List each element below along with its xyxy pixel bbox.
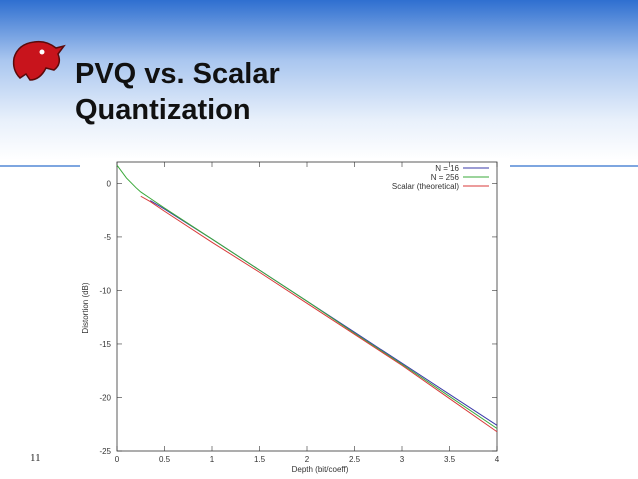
x-axis-label: Depth (bit/coeff) [292,465,349,474]
x-tick-label: 0.5 [159,455,171,464]
x-tick-label: 2 [305,455,310,464]
legend-label: Scalar (theoretical) [392,182,459,191]
y-tick-label: -15 [99,340,111,349]
y-tick-label: -10 [99,286,111,295]
series-line [140,195,498,433]
chart: Depth (bit/coeff) Distortion (dB) -25 -20… [80,158,510,478]
legend-label: N = 256 [431,173,460,182]
x-tick-label: 1 [210,455,215,464]
slide-title: PVQ vs. Scalar Quantization [75,58,280,126]
y-tick-label: -20 [99,393,111,402]
legend-label: N = 16 [435,164,459,173]
y-tick-label: -5 [104,233,112,242]
series-line [116,164,498,429]
x-tick-label: 4 [495,455,500,464]
y-axis-label: Distortion (dB) [81,282,90,333]
x-tick-label: 2.5 [349,455,361,464]
x-tick-label: 3 [400,455,405,464]
x-tick-label: 0 [115,455,120,464]
logo [12,40,66,81]
plot-frame [116,161,498,452]
x-tick-label: 3.5 [444,455,456,464]
x-tick-label: 1.5 [254,455,266,464]
y-tick-label: 0 [107,179,112,188]
y-tick-label: -25 [99,447,111,456]
page-number: 11 [30,452,41,464]
